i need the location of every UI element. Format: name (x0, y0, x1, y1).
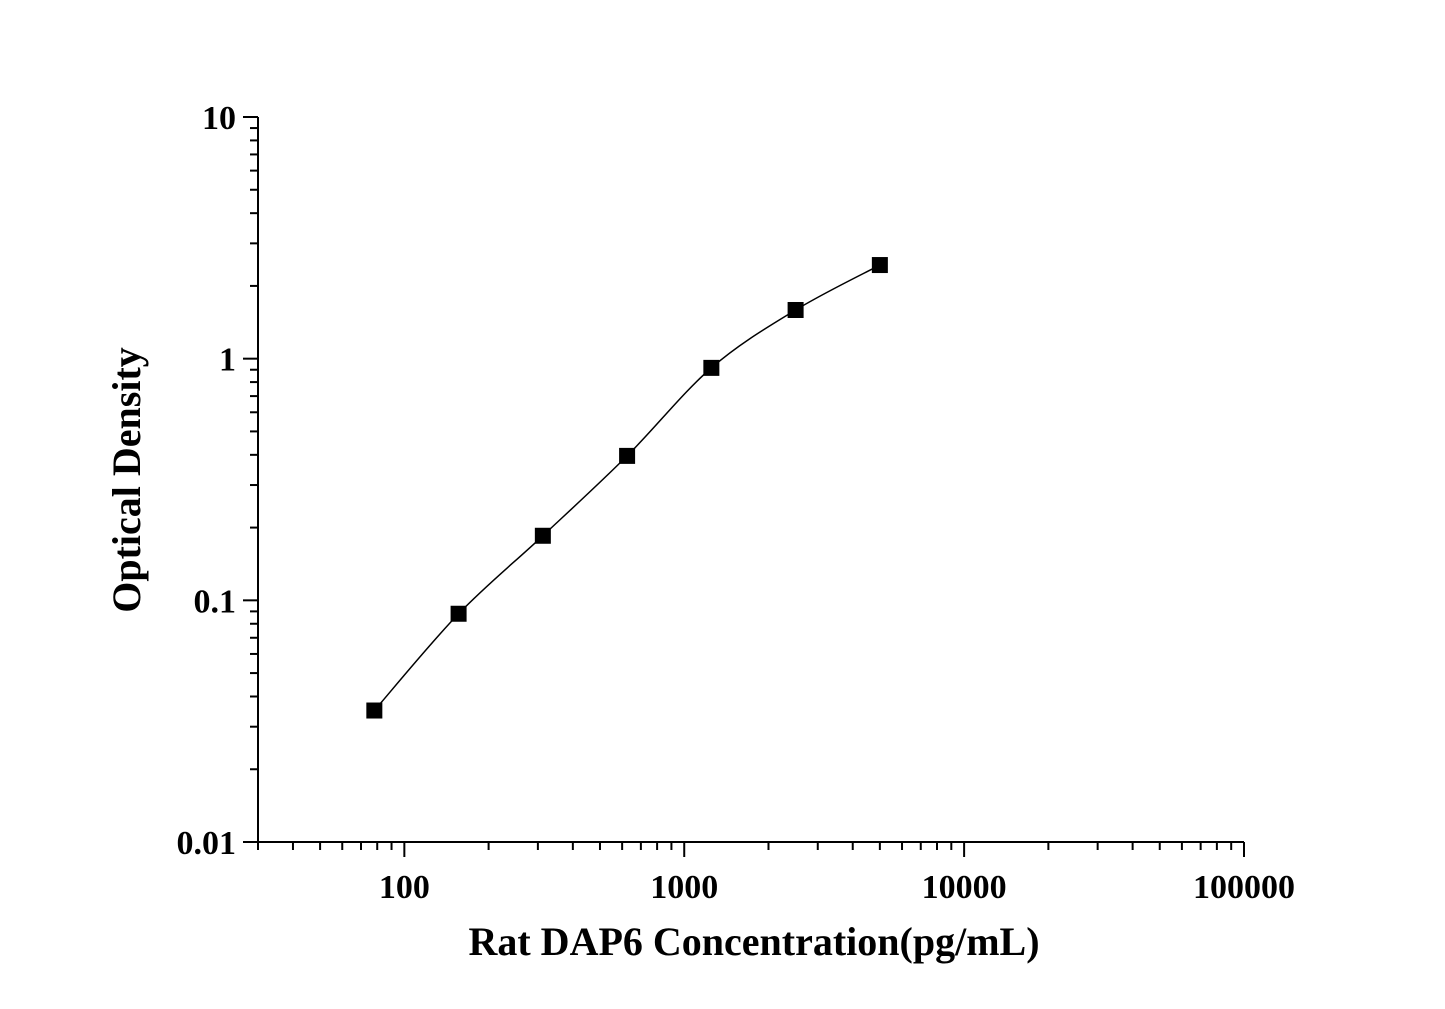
x-tick-label: 100 (379, 869, 430, 906)
data-point (450, 605, 467, 622)
data-point (787, 301, 804, 318)
x-axis-label: Rat DAP6 Concentration(pg/mL) (468, 919, 1039, 964)
data-points (366, 257, 888, 719)
y-tick-label: 1 (219, 342, 236, 379)
fit-curve-path (373, 264, 881, 712)
data-point (871, 257, 888, 274)
x-tick-label: 1000 (650, 869, 718, 906)
y-tick-label: 0.01 (177, 825, 237, 862)
data-point (619, 447, 636, 464)
data-point (534, 527, 551, 544)
fit-curve (373, 264, 881, 712)
data-point (703, 359, 720, 376)
x-tick-label: 100000 (1193, 869, 1295, 906)
data-point (366, 702, 383, 719)
x-tick-label: 10000 (922, 869, 1007, 906)
y-tick-label: 10 (202, 100, 236, 137)
ticks: 100 1000 10000 100000 0.01 0.1 1 10 (177, 100, 1296, 906)
y-tick-label: 0.1 (194, 583, 237, 620)
y-axis-label: Optical Density (104, 347, 149, 613)
axes (257, 117, 1244, 843)
